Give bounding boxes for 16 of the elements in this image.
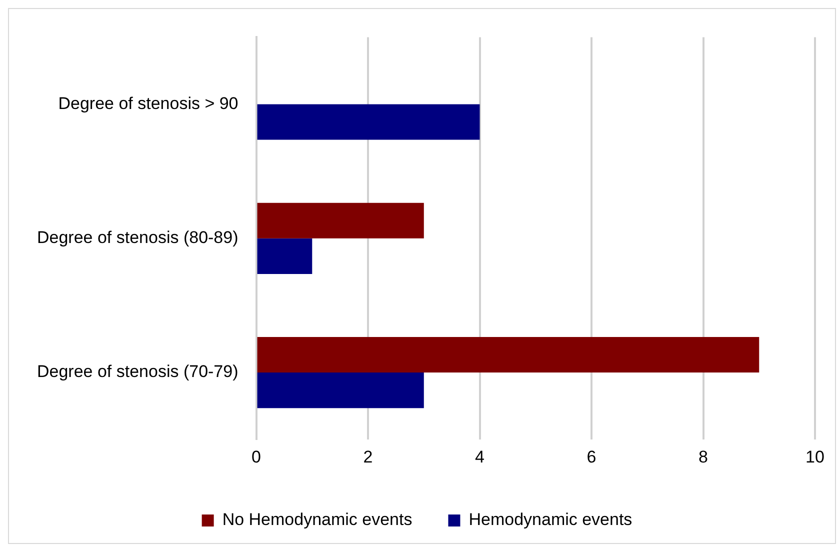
bar — [257, 336, 760, 373]
x-tick-label: 2 — [363, 447, 373, 466]
x-tick-label: 4 — [475, 447, 484, 466]
x-tick-label: 8 — [698, 447, 708, 466]
x-tick-label: 0 — [252, 447, 262, 466]
x-tick-label: 10 — [806, 447, 824, 466]
bar — [257, 238, 312, 274]
legend-label: No Hemodynamic events — [222, 510, 412, 530]
bar — [257, 104, 480, 140]
bar — [257, 372, 424, 408]
legend-label: Hemodynamic events — [468, 510, 632, 530]
bar — [257, 202, 424, 238]
y-tick-label: Degree of stenosis (70-79) — [36, 362, 238, 382]
x-tick-label: 6 — [586, 447, 596, 466]
y-tick-label: Degree of stenosis > 90 — [58, 94, 238, 113]
y-tick-label: Degree of stenosis (80-89) — [36, 228, 238, 248]
